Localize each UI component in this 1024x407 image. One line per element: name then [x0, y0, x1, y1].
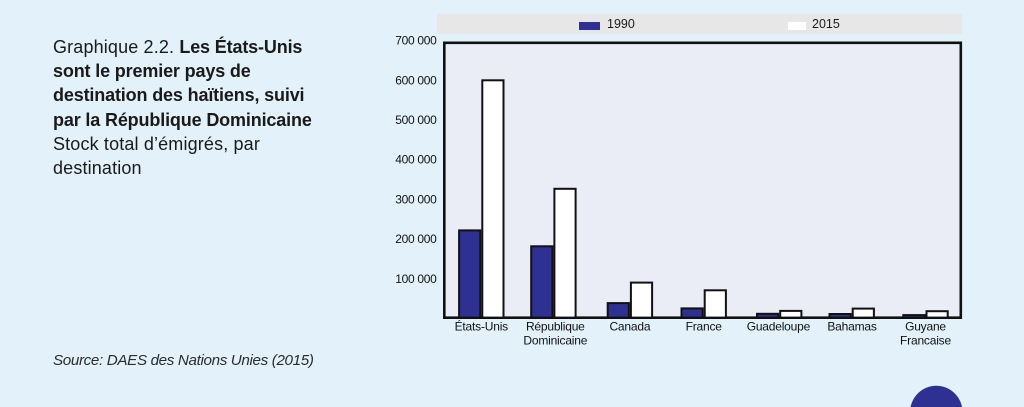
svg-text:Bahamas: Bahamas	[827, 320, 876, 334]
svg-text:Guyane: Guyane	[905, 320, 946, 334]
svg-text:400 000: 400 000	[395, 153, 437, 167]
svg-text:Guadeloupe: Guadeloupe	[747, 320, 811, 334]
svg-text:500 000: 500 000	[395, 113, 437, 127]
svg-text:100 000: 100 000	[395, 272, 437, 286]
svg-text:600 000: 600 000	[395, 73, 437, 87]
svg-text:200 000: 200 000	[395, 232, 437, 246]
svg-text:États-Unis: États-Unis	[455, 319, 509, 334]
svg-text:Dominicaine: Dominicaine	[523, 334, 587, 348]
svg-text:Francaise: Francaise	[900, 334, 951, 348]
svg-text:Canada: Canada	[609, 320, 650, 334]
svg-text:700 000: 700 000	[395, 34, 437, 48]
svg-text:République: République	[526, 320, 585, 334]
svg-text:300 000: 300 000	[395, 192, 437, 206]
svg-text:France: France	[686, 320, 723, 334]
